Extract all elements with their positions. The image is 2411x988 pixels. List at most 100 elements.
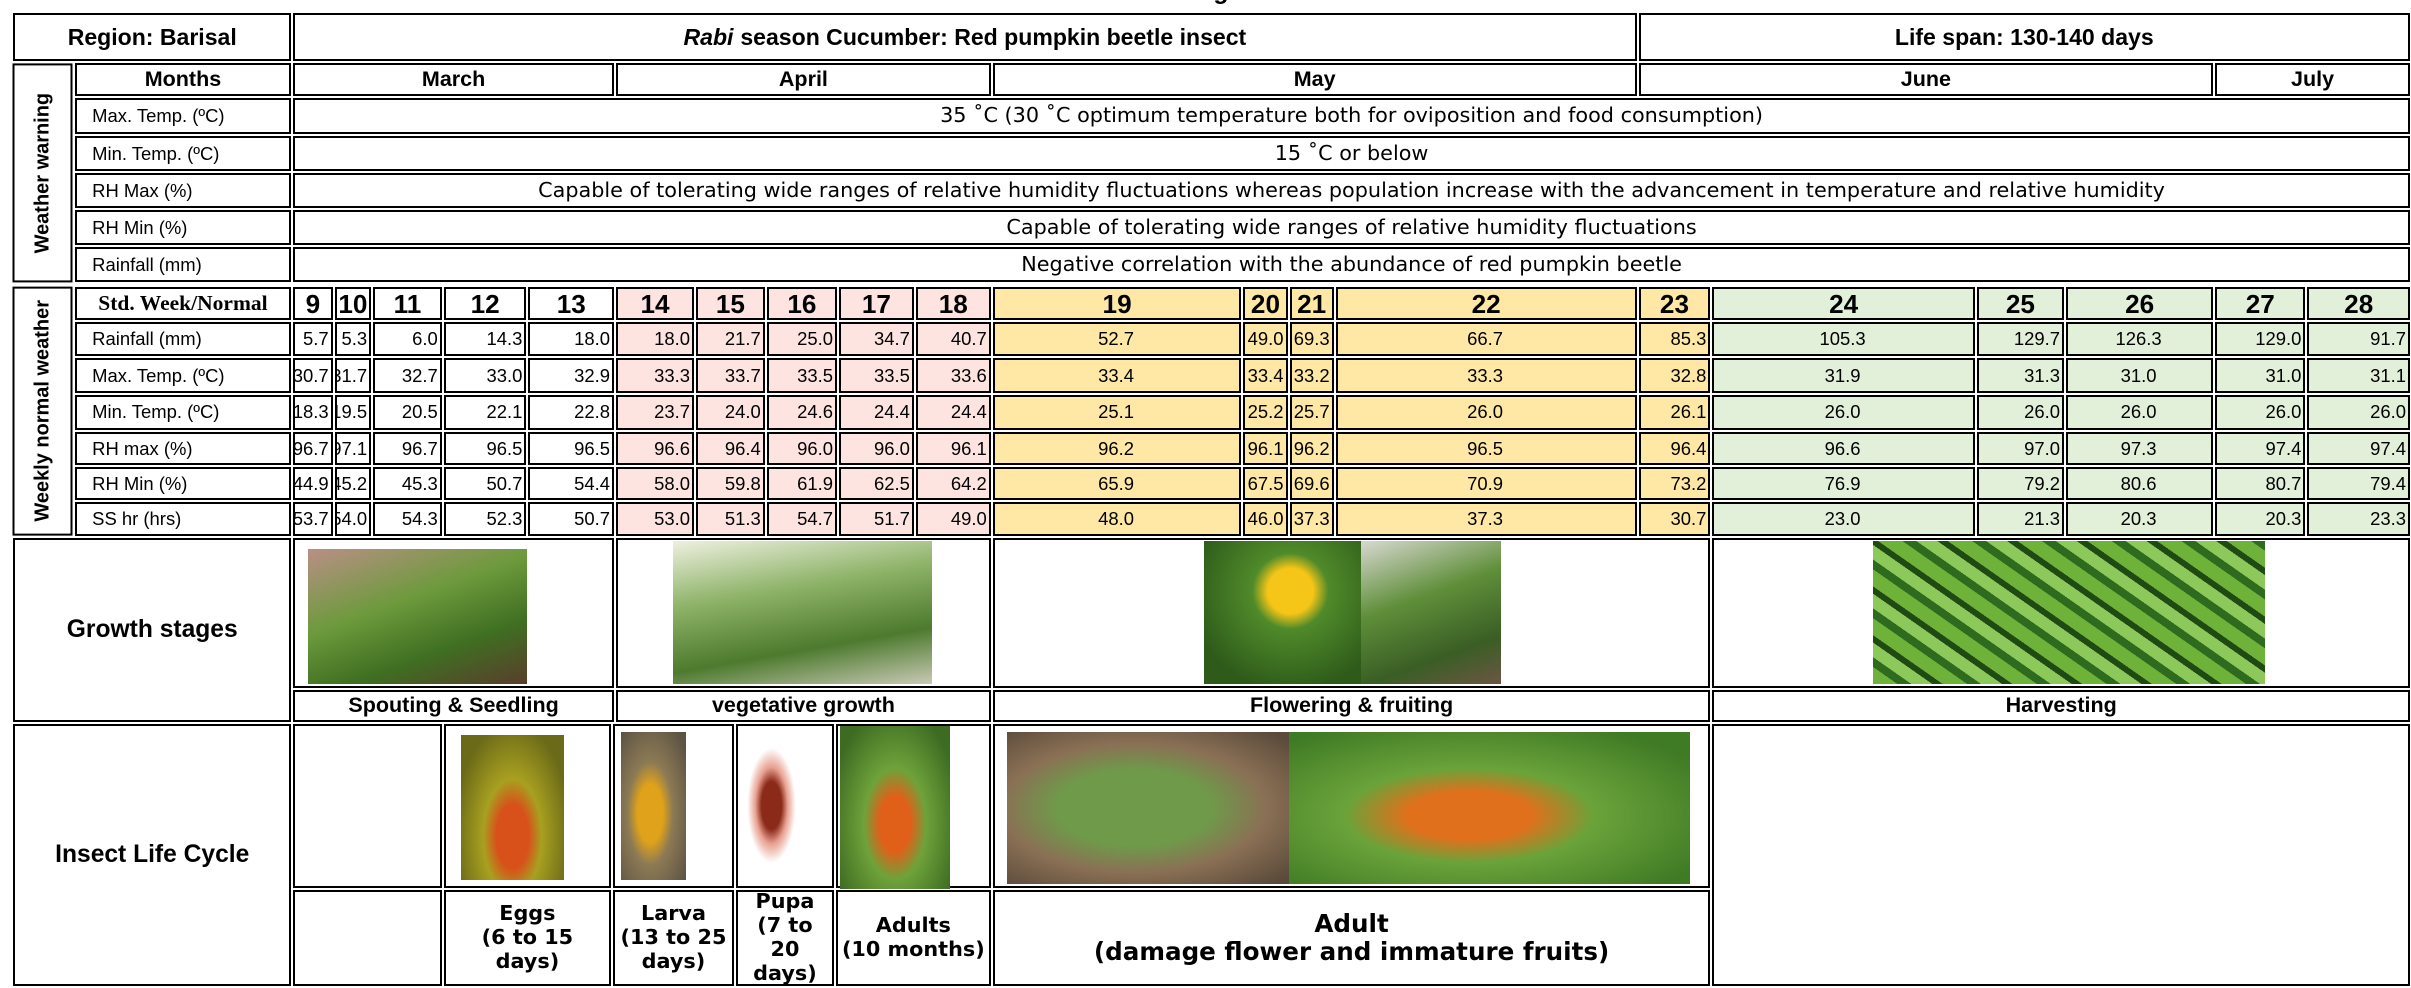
value-cell: 80.7	[2215, 467, 2305, 500]
value-cell: 26.0	[1977, 395, 2064, 430]
photo	[1204, 541, 1361, 684]
value-cell: 31.0	[2066, 358, 2213, 393]
value-cell: 73.2	[1639, 467, 1711, 500]
value-cell: 33.4	[1243, 358, 1287, 393]
value-cell: 96.0	[839, 432, 914, 465]
parameter: RH Min (%)	[75, 210, 291, 245]
value-cell: 26.0	[2066, 395, 2213, 430]
photo	[1289, 732, 1690, 884]
value-cell: 30.7	[1639, 502, 1711, 535]
value-cell: 22.1	[444, 395, 527, 430]
value-cell: 53.7	[293, 502, 333, 535]
growth-stage: Harvesting	[1712, 690, 2410, 722]
week-number: 17	[839, 287, 914, 320]
value-cell: 105.3	[1712, 322, 1974, 355]
value-cell: 79.2	[1977, 467, 2064, 500]
value-cell: 45.2	[335, 467, 371, 500]
value-cell: 37.3	[1290, 502, 1334, 535]
value-cell: 18.0	[528, 322, 614, 355]
value-cell: 96.2	[1290, 432, 1334, 465]
value-cell: 32.7	[373, 358, 442, 393]
value-cell: 96.1	[916, 432, 991, 465]
value-cell: 24.4	[916, 395, 991, 430]
growth-stage: Flowering & fruiting	[993, 690, 1711, 722]
value-cell: 61.9	[767, 467, 837, 500]
photo	[840, 726, 951, 889]
value-cell: 96.4	[1639, 432, 1711, 465]
value-cell: 70.9	[1336, 467, 1637, 500]
value-cell: 33.7	[696, 358, 765, 393]
stage-duration: (damage flower and immature fruits)	[1094, 938, 1609, 966]
value-cell: 129.0	[2215, 322, 2305, 355]
week-number: 28	[2307, 287, 2410, 320]
life-stage: Pupa(7 to 20 days)	[736, 890, 834, 986]
value-cell: 96.7	[373, 432, 442, 465]
value-cell: 96.5	[1336, 432, 1637, 465]
value-cell: 21.7	[696, 322, 765, 355]
week-number: 19	[993, 287, 1242, 320]
section-label: Insect Life Cycle	[13, 724, 291, 986]
value-cell: 5.7	[293, 322, 333, 355]
value-cell: 49.0	[916, 502, 991, 535]
value-cell: 97.3	[2066, 432, 2213, 465]
value-cell: 33.3	[616, 358, 694, 393]
parameter: Rainfall (mm)	[75, 247, 291, 282]
week-number: 11	[373, 287, 442, 320]
value-cell: 85.3	[1639, 322, 1711, 355]
value-cell: 49.0	[1243, 322, 1287, 355]
value-cell: 96.6	[616, 432, 694, 465]
life-stage: Eggs(6 to 15 days)	[444, 890, 611, 986]
value-cell: 54.3	[373, 502, 442, 535]
value-cell: 26.0	[2307, 395, 2410, 430]
value-cell: 46.0	[1243, 502, 1287, 535]
photo	[461, 735, 564, 880]
value-cell: 52.7	[993, 322, 1242, 355]
stage-duration: (13 to 25 days)	[617, 926, 730, 974]
value-cell: 33.2	[1290, 358, 1334, 393]
value-cell: 6.0	[373, 322, 442, 355]
parameter: RH Min (%)	[75, 467, 291, 500]
empty-cell	[1712, 724, 2410, 986]
photo	[621, 732, 686, 880]
value-cell: 23.3	[2307, 502, 2410, 535]
month: March	[293, 63, 614, 96]
life-span: Life span: 130-140 days	[1639, 13, 2410, 60]
value-cell: 33.5	[839, 358, 914, 393]
week-number: 26	[2066, 287, 2213, 320]
value-cell: 40.7	[916, 322, 991, 355]
week-number: 24	[1712, 287, 1974, 320]
value-cell: 5.3	[335, 322, 371, 355]
stage-duration: (7 to 20 days)	[740, 914, 830, 986]
week-number: 10	[335, 287, 371, 320]
value-cell: 23.0	[1712, 502, 1974, 535]
value-cell: 18.0	[616, 322, 694, 355]
month: April	[616, 63, 991, 96]
value-cell: 25.1	[993, 395, 1242, 430]
value-cell: 76.9	[1712, 467, 1974, 500]
crop-title-text: season Cucumber: Red pumpkin beetle inse…	[740, 24, 1246, 51]
value-cell: 44.9	[293, 467, 333, 500]
stage-duration: (10 months)	[842, 938, 985, 962]
value-cell: 23.7	[616, 395, 694, 430]
value-cell: 26.1	[1639, 395, 1711, 430]
value-cell: 50.7	[528, 502, 614, 535]
life-stage: Larva(13 to 25 days)	[613, 890, 734, 986]
value-cell: 79.4	[2307, 467, 2410, 500]
value-cell: 62.5	[839, 467, 914, 500]
photo	[1007, 732, 1288, 884]
value-cell: 25.2	[1243, 395, 1287, 430]
stage-name: Pupa	[756, 890, 815, 914]
week-number: 27	[2215, 287, 2305, 320]
value-cell: 26.0	[2215, 395, 2305, 430]
section-label: Growth stages	[13, 538, 291, 722]
value-cell: 34.7	[839, 322, 914, 355]
value-cell: 19.5	[335, 395, 371, 430]
parameter: Min. Temp. (ºC)	[75, 136, 291, 171]
value-cell: 64.2	[916, 467, 991, 500]
value-cell: 31.1	[2307, 358, 2410, 393]
week-number: 15	[696, 287, 765, 320]
value-cell: 20.3	[2066, 502, 2213, 535]
parameter: Max. Temp. (ºC)	[75, 98, 291, 134]
value-cell: 48.0	[993, 502, 1242, 535]
value-cell: 96.0	[767, 432, 837, 465]
